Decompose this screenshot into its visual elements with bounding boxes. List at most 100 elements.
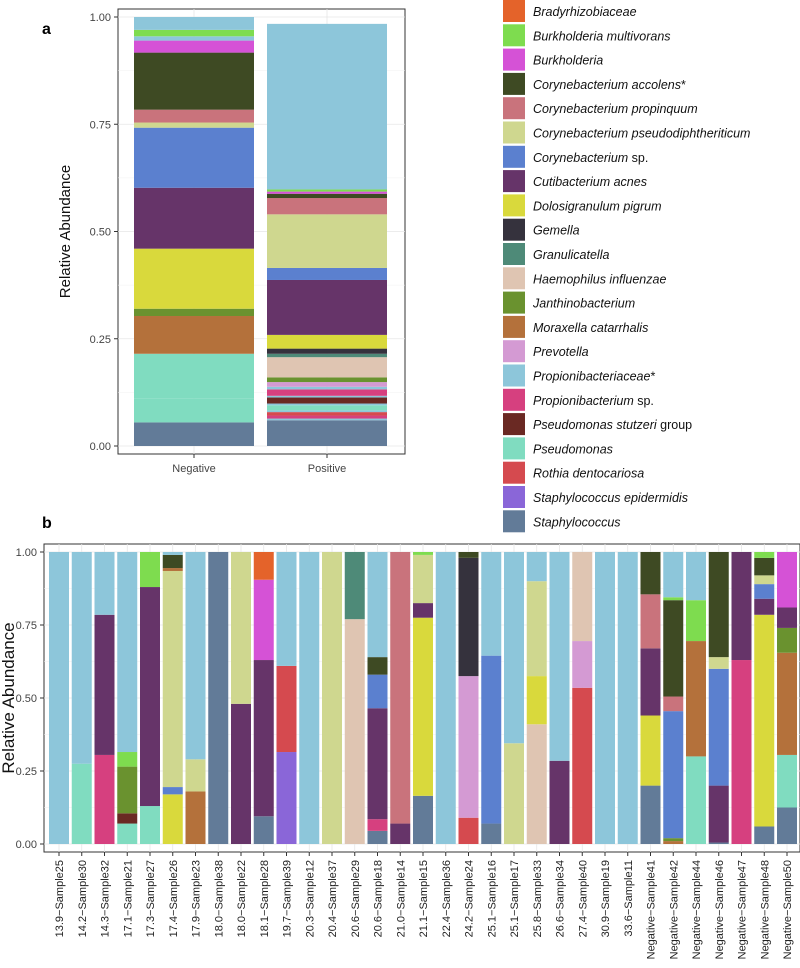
b-segment-gemella [458, 557, 479, 677]
legend-label: Corynebacterium pseudodiphtheriticum [533, 127, 750, 141]
legend-item: Staphylococcus [503, 510, 621, 533]
legend-swatch [503, 364, 525, 387]
b-x-tick-label: 18.0−Sample22 [236, 860, 248, 937]
legend-swatch [503, 194, 525, 217]
b-segment-dolosigranulum-pigrum [640, 715, 661, 786]
a-y-tick-label: 0.00 [90, 441, 111, 453]
b-segment-cutibacterium-acnes [731, 552, 752, 661]
legend-swatch [503, 97, 525, 120]
b-segment-pseudomonas [777, 754, 797, 808]
legend-label-suffix: group [657, 418, 692, 432]
legend-swatch [503, 0, 525, 22]
a-segment-cutibacterium-acnes [267, 279, 387, 335]
legend-swatch [503, 510, 525, 533]
legend-label-italic: Burkholderia multivorans [533, 29, 671, 43]
a-segment-staphylococcus [267, 420, 387, 446]
legend-label: Propionibacteriaceae* [533, 370, 655, 384]
a-segment-propionibacteriaceae [267, 23, 387, 190]
b-x-tick-label: Negative−Sample47 [737, 860, 749, 959]
b-segment-cutibacterium-acnes [777, 607, 797, 628]
b-segment-corynebacterium-sp [162, 787, 183, 795]
a-segment-burkholderia [267, 191, 387, 194]
legend-item: Gemella [503, 218, 580, 241]
b-segment-cutibacterium-acnes [231, 703, 251, 844]
legend-item: Rothia dentocariosa [503, 461, 644, 484]
b-segment-propionibacteriaceae [481, 552, 502, 656]
legend-swatch [503, 218, 525, 241]
b-segment-burkholderia-multivorans [686, 600, 706, 642]
a-segment-corynebacterium-pseudodiphtheriticum [267, 214, 387, 268]
a-y-tick-label: 0.50 [90, 227, 111, 239]
b-segment-corynebacterium-propinquum [663, 696, 684, 712]
b-segment-corynebacterium-accolens [663, 600, 684, 697]
b-segment-moraxella-catarrhalis [162, 568, 183, 571]
legend-label: Moraxella catarrhalis [533, 321, 648, 335]
b-y-tick-label: 0.25 [16, 766, 37, 778]
legend-label: Janthinobacterium [532, 297, 635, 311]
b-x-tick-label: 19.7−Sample39 [282, 860, 294, 937]
legend-swatch [503, 461, 525, 484]
legend-item: Haemophilus influenzae [503, 267, 666, 290]
legend-label-italic: Prevotella [533, 345, 589, 359]
b-segment-moraxella-catarrhalis [185, 791, 206, 844]
a-segment-burkholderia-multivorans [134, 29, 254, 37]
b-segment-cutibacterium-acnes [390, 823, 411, 844]
a-segment-gemella [267, 348, 387, 354]
b-segment-moraxella-catarrhalis [663, 841, 684, 844]
legend-label-italic: Corynebacterium [533, 151, 628, 165]
a-segment-propionibacteriaceae [267, 403, 387, 406]
legend-label-italic: Bradyrhizobiaceae [533, 5, 637, 19]
legend-item: Dolosigranulum pigrum [503, 194, 662, 217]
b-segment-propionibacteriaceae [367, 552, 388, 658]
b-segment-corynebacterium-pseudodiphtheriticum [162, 570, 183, 788]
b-segment-rothia-dentocariosa [276, 665, 297, 753]
b-segment-cutibacterium-acnes [708, 785, 729, 843]
b-x-tick-label: 14.3−Sample32 [100, 860, 112, 937]
b-x-tick-label: 17.4−Sample26 [168, 860, 180, 937]
b-segment-dolosigranulum-pigrum [526, 676, 547, 725]
b-segment-dolosigranulum-pigrum [754, 614, 775, 827]
legend-swatch [503, 48, 525, 71]
legend-label-suffix: sp. [634, 394, 654, 408]
b-x-tick-label: 18.1−Sample28 [259, 860, 271, 937]
legend-swatch [503, 72, 525, 95]
b-segment-propionibacteriaceae [117, 552, 138, 753]
b-x-tick-label: 14.2−Sample30 [77, 860, 89, 937]
b-y-tick-label: 0.00 [16, 839, 37, 851]
b-segment-cutibacterium-acnes [413, 603, 433, 618]
legend-label: Staphylococcus epidermidis [533, 491, 688, 505]
b-segment-haemophilus-influenzae [526, 724, 547, 844]
b-segment-corynebacterium-pseudodiphtheriticum [526, 581, 547, 677]
panel-b-label: b [42, 515, 52, 532]
legend-label: Prevotella [533, 345, 589, 359]
legend-label: Cutibacterium acnes [533, 175, 647, 189]
legend-swatch [503, 170, 525, 193]
legend-item: Burkholderia [503, 48, 603, 71]
b-x-tick-label: 30.9−Sample19 [600, 860, 612, 937]
b-segment-pseudomonas [71, 763, 92, 844]
b-segment-corynebacterium-sp [663, 711, 684, 839]
a-segment-propionibacteriaceae [134, 36, 254, 41]
a-segment-pseudomonas [267, 405, 387, 411]
b-y-tick-label: 1.00 [16, 547, 37, 559]
b-segment-prevotella [572, 641, 593, 688]
b-segment-rothia-dentocariosa [572, 687, 593, 844]
a-segment-burkholderia-multivorans [267, 189, 387, 192]
b-segment-propionibacteriaceae [162, 552, 183, 555]
a-segment-rothia-dentocariosa [267, 412, 387, 416]
b-segment-staphylococcus [367, 830, 388, 844]
legend-label: Corynebacterium accolens* [533, 78, 686, 92]
b-segment-corynebacterium-pseudodiphtheriticum [504, 743, 524, 844]
b-segment-propionibacterium-sp [367, 819, 388, 831]
b-x-tick-label: 27.4−Sample40 [577, 860, 589, 937]
legend-swatch [503, 291, 525, 314]
a-segment-pseudomonas [134, 398, 254, 423]
a-x-tick-label: Negative [172, 463, 215, 475]
b-segment-propionibacteriaceae [686, 552, 706, 601]
a-segment-propionibacterium-sp [267, 389, 387, 396]
b-x-tick-label: Negative−Sample50 [782, 860, 794, 959]
b-x-tick-label: 26.6−Sample34 [555, 860, 567, 937]
b-segment-staphylococcus [208, 552, 229, 844]
legend-swatch [503, 340, 525, 363]
legend-label-italic: Burkholderia [533, 54, 603, 68]
